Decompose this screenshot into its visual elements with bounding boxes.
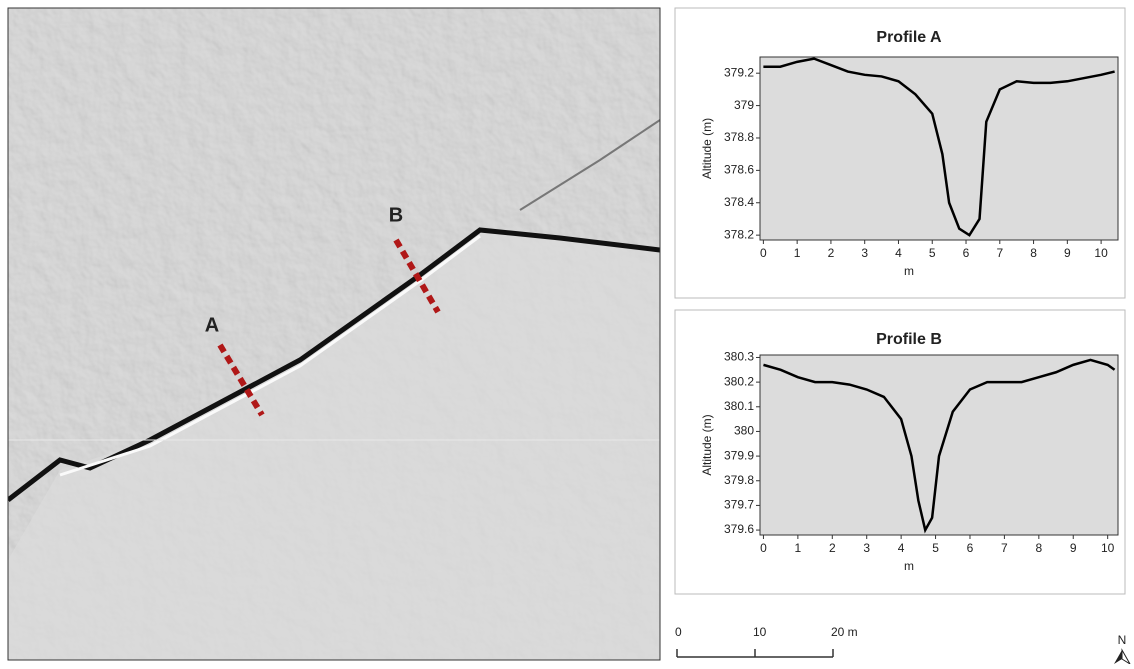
y-tick-label: 380.3 [724,350,754,364]
x-tick-label: 8 [1030,246,1037,260]
x-tick-label: 7 [996,246,1003,260]
x-tick-label: 8 [1035,541,1042,555]
figure: A B 01020 m N Profile A378.2378.4378.637… [0,0,1134,664]
x-tick-label: 9 [1070,541,1077,555]
x-axis-label: m [904,264,914,278]
x-tick-label: 10 [1094,246,1108,260]
x-tick-label: 1 [795,541,802,555]
y-tick-label: 379.6 [724,522,754,536]
y-tick-label: 380.2 [724,374,754,388]
north-label: N [1118,633,1127,647]
scale-label: 20 m [831,625,858,639]
y-tick-label: 380.1 [724,399,754,413]
x-tick-label: 3 [861,246,868,260]
x-tick-label: 6 [963,246,970,260]
y-axis-label: Altitude (m) [700,414,714,475]
y-tick-label: 378.4 [724,195,754,209]
y-tick-label: 380 [734,424,754,438]
y-tick-label: 379.9 [724,448,754,462]
x-tick-label: 2 [828,246,835,260]
scale-bar: 0 10 20 m [675,625,858,657]
x-tick-label: 7 [1001,541,1008,555]
x-tick-label: 9 [1064,246,1071,260]
y-axis-label: Altitude (m) [700,118,714,179]
x-tick-label: 5 [929,246,936,260]
x-axis-label: m [904,559,914,573]
x-tick-label: 0 [760,246,767,260]
chart-title: Profile B [876,331,942,348]
north-arrow: N [1114,633,1130,664]
map-label: A [205,314,219,336]
x-tick-label: 3 [863,541,870,555]
x-tick-label: 2 [829,541,836,555]
y-tick-label: 379.8 [724,473,754,487]
y-tick-label: 378.2 [724,227,754,241]
y-tick-label: 379.7 [724,498,754,512]
map-label: B [389,204,403,226]
plot-area [760,57,1118,240]
x-tick-label: 0 [760,541,767,555]
x-tick-label: 5 [932,541,939,555]
hillshade-map [8,8,660,660]
x-tick-label: 4 [895,246,902,260]
scale-label: 0 [675,625,682,639]
x-tick-label: 6 [967,541,974,555]
y-tick-label: 379 [734,98,754,112]
x-tick-label: 4 [898,541,905,555]
y-tick-label: 378.8 [724,130,754,144]
y-tick-label: 379.2 [724,65,754,79]
chart-title: Profile A [876,29,942,46]
scale-label: 10 [753,625,767,639]
x-tick-label: 1 [794,246,801,260]
x-tick-label: 10 [1101,541,1115,555]
y-tick-label: 378.6 [724,163,754,177]
